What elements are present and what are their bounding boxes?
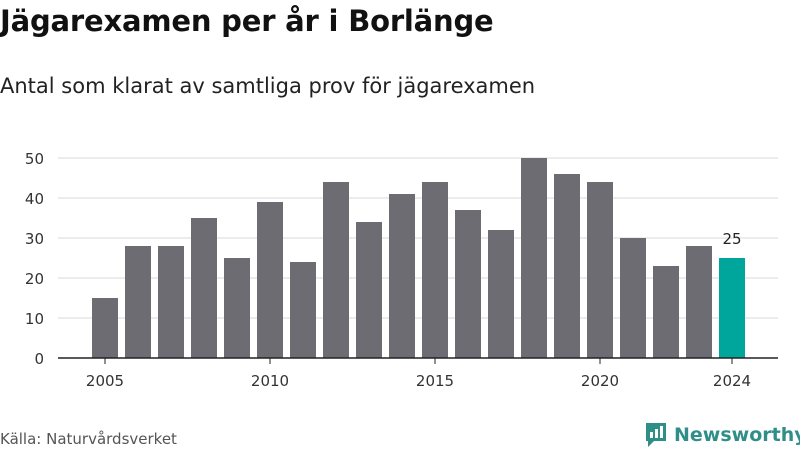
bar-2024 [719, 258, 745, 358]
bar-2011 [290, 262, 316, 358]
x-tick-label-2005: 2005 [86, 372, 124, 390]
bar-2014 [389, 194, 415, 358]
bar-2015 [422, 182, 448, 358]
bar-2018 [521, 158, 547, 358]
x-tick-label-2010: 2010 [251, 372, 289, 390]
brand-name: Newsworthy [674, 424, 800, 446]
bar-2017 [488, 230, 514, 358]
bar-chart: 0 10 20 30 40 50 25 2005 2010 2015 2020 2024 [25, 150, 778, 390]
bar-2009 [224, 258, 250, 358]
chart-subtitle: Antal som klarat av samtliga prov för jä… [0, 74, 536, 98]
chart-title: Jägarexamen per år i Borlänge [0, 4, 494, 38]
bar-2023 [686, 246, 712, 358]
y-tick-label-10: 10 [25, 310, 44, 328]
source-note: Källa: Naturvårdsverket [0, 430, 177, 448]
bar-2006 [125, 246, 151, 358]
bar-2005 [92, 298, 118, 358]
x-tick-label-2015: 2015 [416, 372, 454, 390]
bar-2008 [191, 218, 217, 358]
bar-2022 [653, 266, 679, 358]
y-tick-label-40: 40 [25, 190, 44, 208]
bar-2010 [257, 202, 283, 358]
x-tick-label-2020: 2020 [581, 372, 619, 390]
y-tick-label-0: 0 [34, 350, 44, 368]
brand: Newsworthy [644, 420, 800, 450]
bar-2021 [620, 238, 646, 358]
bar-2013 [356, 222, 382, 358]
bar-2016 [455, 210, 481, 358]
y-tick-label-50: 50 [25, 150, 44, 168]
newsworthy-logo-icon [646, 423, 666, 447]
bar-2007 [158, 246, 184, 358]
bar-2020 [587, 182, 613, 358]
data-label-2024: 25 [722, 230, 741, 248]
x-tick-label-2024: 2024 [713, 372, 751, 390]
bar-2019 [554, 174, 580, 358]
bar-2012 [323, 182, 349, 358]
y-tick-label-20: 20 [25, 270, 44, 288]
y-tick-label-30: 30 [25, 230, 44, 248]
